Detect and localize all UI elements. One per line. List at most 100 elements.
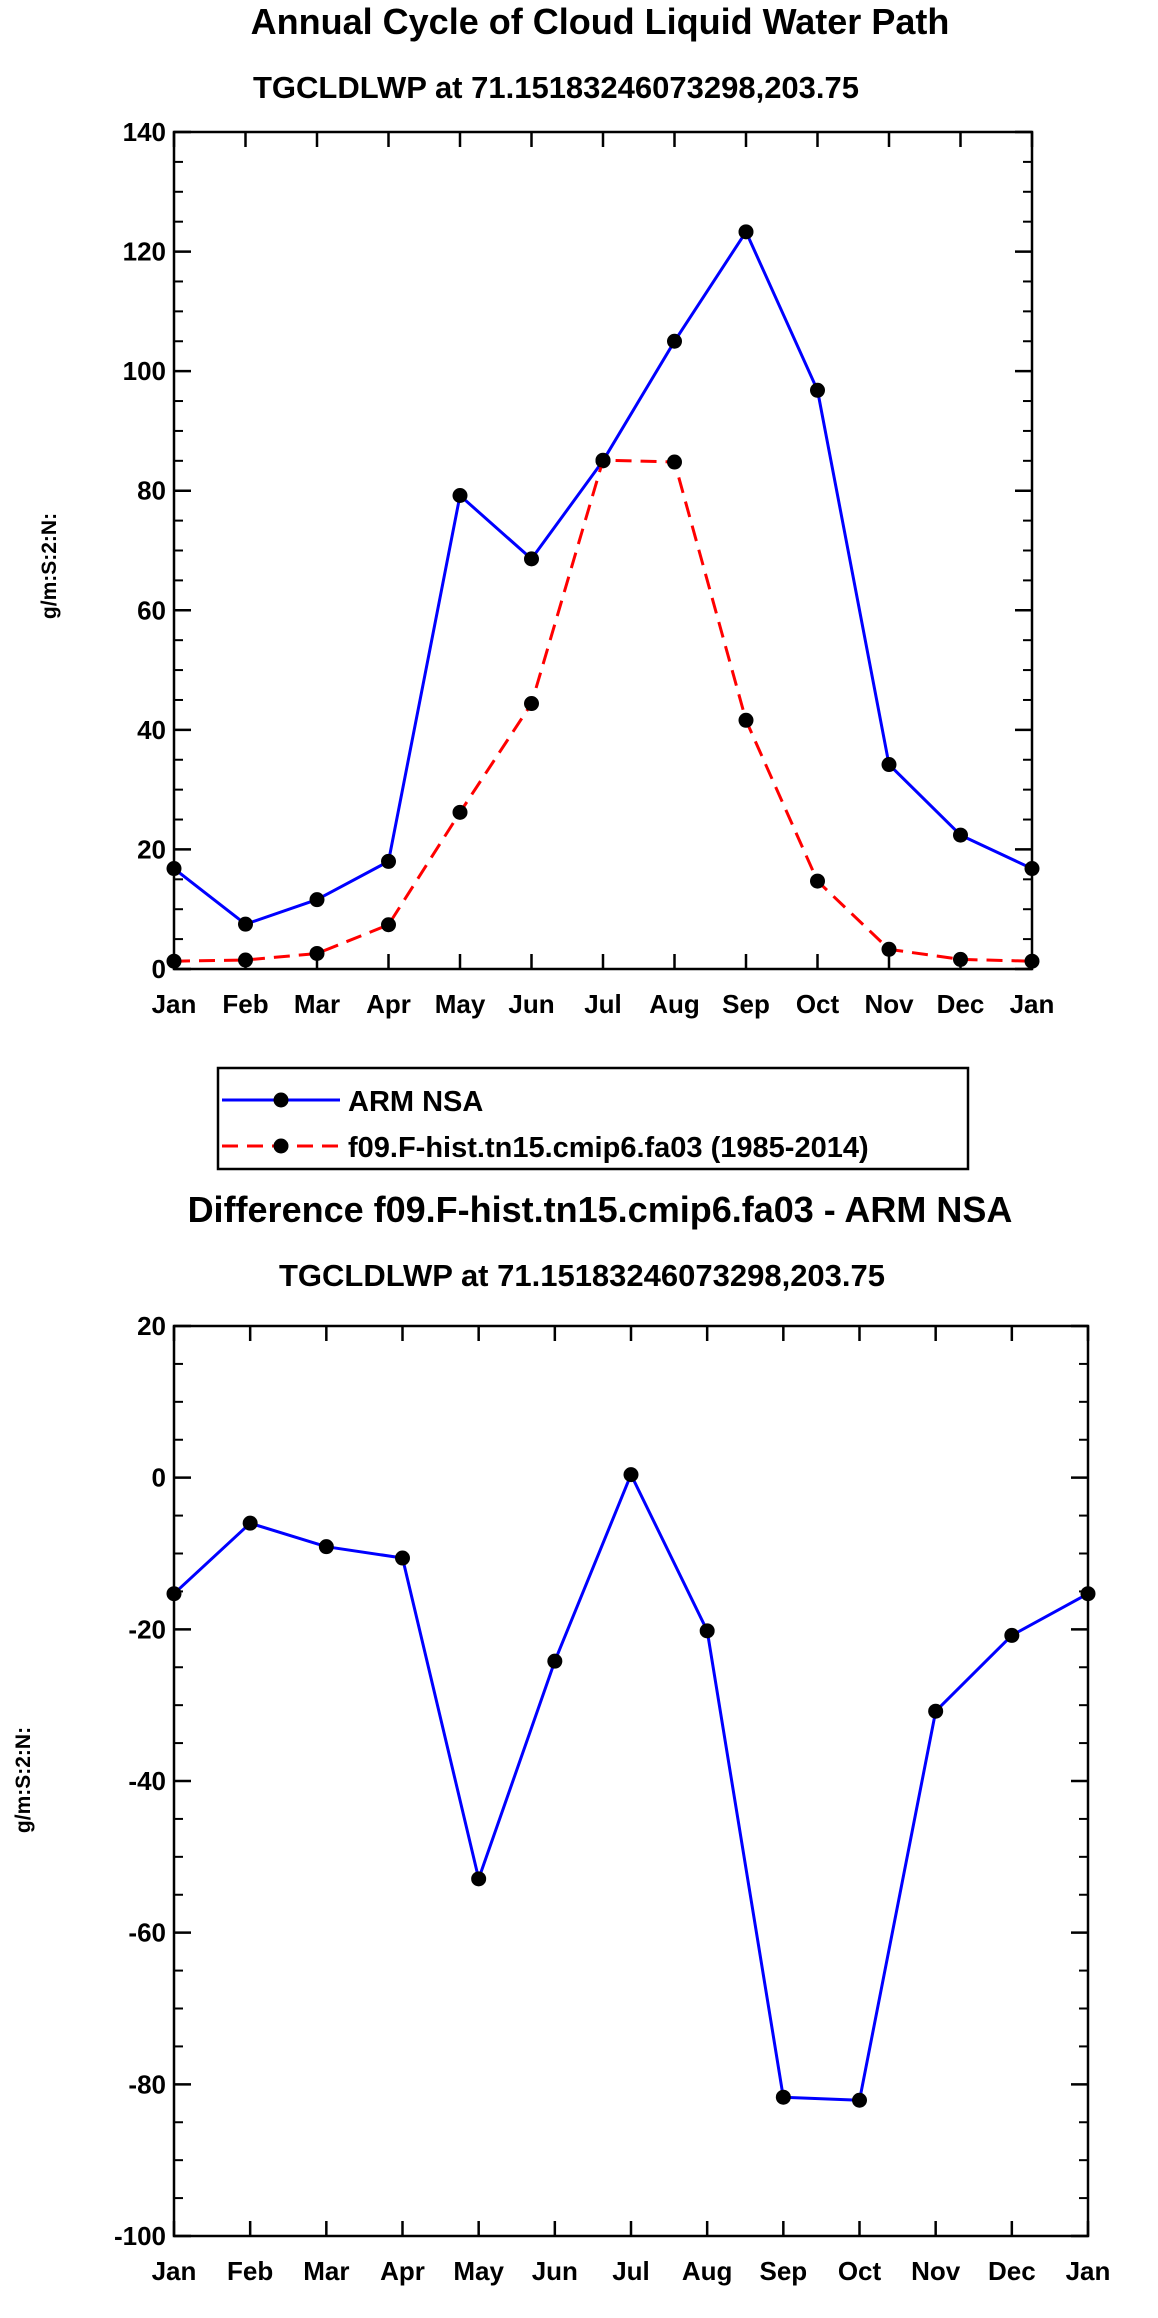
y-tick-label: 140 (123, 117, 166, 147)
legend-box (216, 1066, 970, 1171)
data-point (667, 454, 682, 470)
legend-label-model: f09.F-hist.tn15.cmip6.fa03 (1985-2014) (348, 1132, 869, 1164)
x-tick-label: Sep (722, 989, 770, 1019)
x-tick-label: May (435, 989, 486, 1019)
data-point (381, 917, 396, 933)
data-point (471, 1871, 487, 1887)
x-tick-label: Feb (222, 989, 268, 1019)
data-point (524, 551, 539, 567)
data-point (881, 941, 897, 957)
x-tick-label: Apr (380, 2256, 425, 2286)
x-tick-label: Oct (796, 989, 840, 1019)
series-group (166, 224, 1040, 969)
data-point (1024, 953, 1040, 969)
x-tick-label: Dec (937, 989, 985, 1019)
legend-marker-arm-nsa (273, 1092, 289, 1108)
x-tick-label: Sep (759, 2256, 807, 2286)
data-point (738, 712, 754, 728)
y-tick-labels: 0 20 40 60 80 100 120 140 (123, 117, 166, 984)
series-line-0 (173, 230, 1033, 926)
data-point (1004, 1627, 1020, 1643)
x-tick-label: Apr (366, 989, 411, 1019)
y-tick-label: 120 (123, 237, 166, 267)
y-tick-label: 20 (137, 834, 166, 864)
data-point (238, 952, 253, 968)
data-point (595, 452, 611, 468)
data-point (852, 2092, 867, 2108)
data-point (667, 333, 682, 349)
y-tick-label: 60 (137, 595, 166, 625)
data-point (810, 873, 825, 889)
x-tick-label: Jan (152, 2256, 197, 2286)
y-tick-label: -20 (128, 1614, 166, 1644)
y-tick-label: -60 (128, 1918, 166, 1948)
y-tick-label: -80 (128, 2069, 166, 2099)
difference-chart: Difference f09.F-hist.tn15.cmip6.fa03 - … (12, 1189, 1110, 2286)
data-point (238, 916, 253, 932)
series-group (166, 1467, 1096, 2108)
plot-frame (172, 1324, 1090, 2238)
axis-ticks (172, 1324, 1090, 2238)
data-point (452, 487, 468, 503)
y-tick-label: 80 (137, 476, 166, 506)
data-point (775, 2089, 791, 2105)
y-axis-label: g/m:S:2:N: (38, 513, 61, 619)
x-tick-labels: Jan Feb Mar Apr May Jun Jul Aug Sep Oct Nov Dec Jan (152, 989, 1055, 1019)
y-tick-label: 0 (152, 1463, 166, 1493)
data-point (309, 945, 325, 961)
x-tick-label: Aug (682, 2256, 733, 2286)
x-tick-label: Nov (911, 2256, 961, 2286)
chart-title: Annual Cycle of Cloud Liquid Water Path (251, 1, 950, 42)
data-point (1080, 1586, 1096, 1602)
y-tick-label: -100 (114, 2221, 166, 2251)
legend-label-arm-nsa: ARM NSA (348, 1086, 483, 1118)
y-axis-label: g/m:S:2:N: (12, 1727, 35, 1833)
data-point (395, 1550, 410, 1566)
series-line-1 (173, 458, 1033, 963)
data-point (623, 1467, 639, 1483)
x-tick-label: Jan (152, 989, 197, 1019)
axis-ticks (172, 130, 1034, 971)
y-tick-label: 40 (137, 715, 166, 745)
series-line-0 (172, 1473, 1089, 2102)
x-tick-label: Jul (612, 2256, 650, 2286)
x-tick-label: Dec (988, 2256, 1036, 2286)
data-point (524, 696, 539, 712)
annual-cycle-chart: Annual Cycle of Cloud Liquid Water Path … (38, 1, 1055, 1171)
y-tick-label: 20 (137, 1311, 166, 1341)
data-point (166, 861, 182, 877)
x-tick-label: Jan (1066, 2256, 1111, 2286)
y-tick-label: 0 (152, 954, 166, 984)
data-point (242, 1515, 258, 1531)
x-tick-label: Oct (838, 2256, 882, 2286)
x-tick-label: Feb (227, 2256, 273, 2286)
data-point (881, 757, 897, 773)
y-tick-labels: -100 -80 -60 -40 -20 0 20 (114, 1311, 166, 2251)
x-tick-labels: Jan Feb Mar Apr May Jun Jul Aug Sep Oct Nov Dec Jan (152, 2256, 1111, 2286)
data-point (166, 1586, 182, 1602)
data-point (318, 1539, 334, 1555)
data-point (309, 892, 325, 908)
x-tick-label: Nov (864, 989, 914, 1019)
data-point (547, 1653, 563, 1669)
chart-subtitle: TGCLDLWP at 71.15183246073298,203.75 (253, 70, 859, 105)
legend: ARM NSA f09.F-hist.tn15.cmip6.fa03 (1985… (216, 1066, 970, 1171)
x-tick-label: Jul (584, 989, 622, 1019)
x-tick-label: Jan (1010, 989, 1055, 1019)
chart-title: Difference f09.F-hist.tn15.cmip6.fa03 - … (188, 1189, 1013, 1230)
data-point (738, 224, 754, 240)
x-tick-label: Aug (649, 989, 700, 1019)
chart-subtitle: TGCLDLWP at 71.15183246073298,203.75 (279, 1258, 885, 1293)
data-point (699, 1623, 715, 1639)
data-point (810, 382, 825, 398)
x-tick-label: Mar (303, 2256, 349, 2286)
data-point (1024, 861, 1040, 877)
data-point (953, 827, 968, 843)
x-tick-label: Jun (508, 989, 554, 1019)
x-tick-label: Jun (532, 2256, 578, 2286)
y-tick-label: 100 (123, 356, 166, 386)
legend-marker-model (273, 1138, 289, 1154)
y-tick-label: -40 (128, 1766, 166, 1796)
data-point (452, 804, 468, 820)
